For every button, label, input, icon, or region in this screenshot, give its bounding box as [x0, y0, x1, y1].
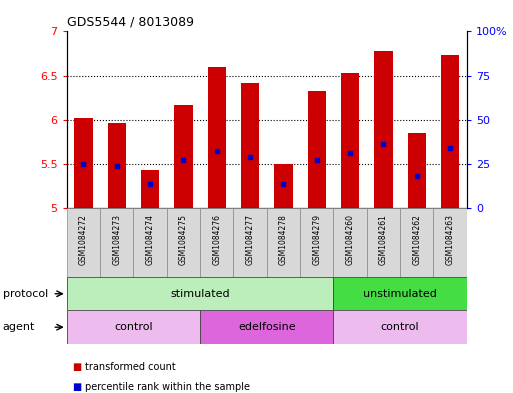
- Text: GDS5544 / 8013089: GDS5544 / 8013089: [67, 16, 194, 29]
- Text: GSM1084276: GSM1084276: [212, 214, 221, 265]
- Bar: [141, 170, 159, 208]
- Text: GSM1084273: GSM1084273: [112, 214, 121, 265]
- Bar: [200, 208, 233, 277]
- Bar: [300, 208, 333, 277]
- Text: GSM1084272: GSM1084272: [79, 214, 88, 264]
- Text: GSM1084277: GSM1084277: [246, 214, 254, 265]
- Bar: [333, 208, 367, 277]
- Bar: [367, 208, 400, 277]
- Bar: [233, 208, 267, 277]
- Text: ■: ■: [72, 382, 81, 392]
- Text: control: control: [114, 322, 153, 332]
- Text: stimulated: stimulated: [170, 289, 230, 299]
- Text: control: control: [381, 322, 420, 332]
- Bar: [341, 73, 359, 208]
- Bar: [167, 208, 200, 277]
- Bar: [208, 67, 226, 208]
- Bar: [433, 208, 467, 277]
- Bar: [308, 91, 326, 208]
- Bar: [441, 55, 459, 208]
- Bar: [408, 133, 426, 208]
- Bar: [133, 208, 167, 277]
- Text: GSM1084274: GSM1084274: [146, 214, 154, 265]
- Bar: [333, 310, 467, 344]
- Text: GSM1084262: GSM1084262: [412, 214, 421, 264]
- Text: GSM1084275: GSM1084275: [179, 214, 188, 265]
- Text: GSM1084278: GSM1084278: [279, 214, 288, 264]
- Text: GSM1084263: GSM1084263: [446, 214, 455, 265]
- Text: protocol: protocol: [3, 289, 48, 299]
- Bar: [200, 310, 333, 344]
- Bar: [67, 208, 100, 277]
- Text: GSM1084260: GSM1084260: [346, 214, 354, 265]
- Bar: [400, 208, 433, 277]
- Text: transformed count: transformed count: [85, 362, 175, 373]
- Bar: [67, 277, 333, 310]
- Text: GSM1084261: GSM1084261: [379, 214, 388, 264]
- Text: unstimulated: unstimulated: [363, 289, 437, 299]
- Bar: [374, 51, 392, 208]
- Text: ■: ■: [72, 362, 81, 373]
- Text: percentile rank within the sample: percentile rank within the sample: [85, 382, 250, 392]
- Bar: [100, 208, 133, 277]
- Text: GSM1084279: GSM1084279: [312, 214, 321, 265]
- Bar: [267, 208, 300, 277]
- Bar: [67, 310, 200, 344]
- Bar: [74, 118, 92, 208]
- Bar: [274, 164, 292, 208]
- Text: edelfosine: edelfosine: [238, 322, 295, 332]
- Text: agent: agent: [3, 322, 35, 332]
- Bar: [333, 277, 467, 310]
- Bar: [174, 105, 192, 208]
- Bar: [108, 123, 126, 208]
- Bar: [241, 83, 259, 208]
